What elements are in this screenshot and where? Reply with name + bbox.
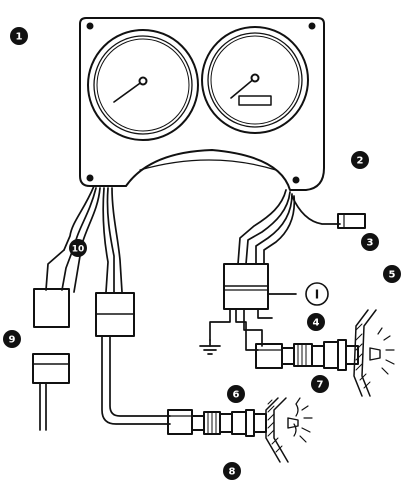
callout-8: 8 (223, 462, 241, 480)
right-gauge-needle (230, 77, 256, 99)
callout-9: 9 (3, 330, 21, 348)
callout-3-label: 3 (367, 238, 374, 249)
callout-4-label: 4 (313, 318, 320, 329)
callout-2: 2 (351, 151, 369, 169)
screw-icon (292, 176, 300, 184)
connector-9-upper (33, 288, 70, 328)
callout-2-label: 2 (357, 156, 364, 167)
connector-3 (337, 213, 366, 229)
callout-4: 4 (307, 313, 325, 331)
callout-6: 6 (227, 385, 245, 403)
ground-icon (199, 339, 221, 355)
callout-7: 7 (311, 375, 329, 393)
cluster-housing (79, 17, 325, 191)
right-gauge (201, 26, 309, 134)
sensor-8-assembly (167, 397, 313, 463)
ignition-badge (305, 282, 329, 306)
callout-10-label: 10 (72, 245, 85, 255)
sensor-7-assembly (255, 309, 395, 397)
left-wiring-harness (45, 185, 123, 293)
screw-icon (308, 22, 316, 30)
callout-1-label: 1 (16, 32, 23, 43)
callout-9-label: 9 (9, 335, 16, 346)
callout-5-label: 5 (389, 270, 396, 281)
left-gauge-needle (113, 80, 144, 103)
right-wiring-harness (237, 189, 341, 265)
callout-1: 1 (10, 27, 28, 45)
ignition-badge-label: I (315, 288, 319, 302)
callout-3: 3 (361, 233, 379, 251)
sensor-cable-left (101, 335, 171, 425)
connector-right-block (223, 263, 269, 310)
instrument-cluster (79, 17, 325, 191)
screw-icon (86, 22, 94, 30)
callout-markers: 1 2 3 4 5 6 7 8 (3, 27, 401, 480)
callout-6-label: 6 (233, 390, 240, 401)
right-block-wires (209, 293, 297, 351)
callout-5: 5 (383, 265, 401, 283)
odometer-window (238, 95, 272, 106)
callout-7-label: 7 (317, 380, 324, 391)
callout-10: 10 (69, 239, 87, 257)
connector-9-wires (39, 382, 47, 431)
callout-8-label: 8 (229, 467, 236, 478)
cluster-lower-arc (139, 159, 277, 171)
left-gauge (87, 29, 199, 141)
break-mark (293, 403, 299, 437)
screw-icon (86, 174, 94, 182)
connector-9-lower (32, 353, 70, 384)
